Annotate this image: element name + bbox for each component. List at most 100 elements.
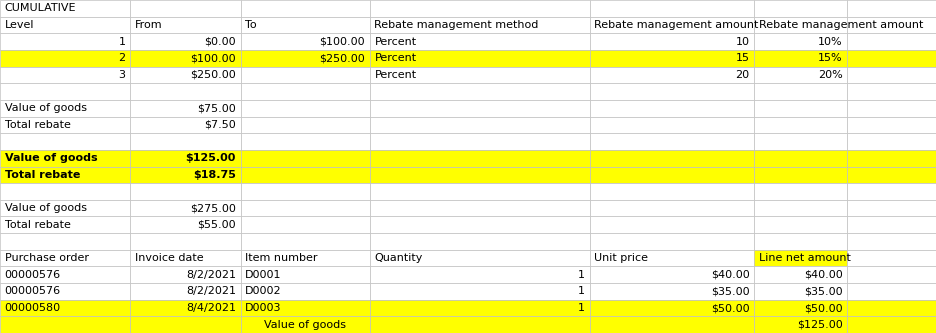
Bar: [370, 0, 590, 17]
Text: $275.00: $275.00: [190, 203, 236, 213]
Bar: [847, 150, 936, 166]
Text: Rebate management amount: Rebate management amount: [594, 20, 759, 30]
Bar: [130, 83, 241, 100]
Bar: [241, 216, 370, 233]
Bar: [370, 100, 590, 117]
Text: Unit price: Unit price: [594, 253, 649, 263]
Text: 20%: 20%: [818, 70, 842, 80]
Text: 10: 10: [736, 37, 750, 47]
Bar: [0, 316, 130, 333]
Text: To: To: [245, 20, 256, 30]
Bar: [130, 150, 241, 166]
Bar: [241, 133, 370, 150]
Bar: [370, 266, 590, 283]
Text: $100.00: $100.00: [319, 37, 365, 47]
Bar: [241, 250, 370, 266]
Text: $7.50: $7.50: [204, 120, 236, 130]
Bar: [847, 316, 936, 333]
Bar: [370, 166, 590, 183]
Bar: [847, 200, 936, 216]
Bar: [754, 117, 847, 133]
Bar: [754, 17, 847, 33]
Bar: [754, 316, 847, 333]
Bar: [590, 300, 754, 316]
Text: 1: 1: [578, 270, 585, 280]
Bar: [130, 200, 241, 216]
Text: Line net amount: Line net amount: [759, 253, 851, 263]
Text: $50.00: $50.00: [711, 303, 750, 313]
Bar: [370, 300, 590, 316]
Bar: [590, 216, 754, 233]
Bar: [754, 200, 847, 216]
Bar: [241, 117, 370, 133]
Bar: [130, 316, 241, 333]
Bar: [754, 50, 847, 67]
Bar: [0, 250, 130, 266]
Bar: [241, 233, 370, 250]
Bar: [847, 233, 936, 250]
Bar: [847, 83, 936, 100]
Bar: [754, 183, 847, 200]
Bar: [130, 117, 241, 133]
Text: Rebate management amount: Rebate management amount: [759, 20, 924, 30]
Bar: [847, 33, 936, 50]
Text: 3: 3: [119, 70, 125, 80]
Bar: [241, 266, 370, 283]
Text: 15: 15: [736, 53, 750, 63]
Bar: [590, 50, 754, 67]
Text: Value of goods: Value of goods: [5, 103, 87, 113]
Bar: [590, 17, 754, 33]
Bar: [130, 266, 241, 283]
Bar: [370, 250, 590, 266]
Bar: [130, 100, 241, 117]
Text: $75.00: $75.00: [197, 103, 236, 113]
Bar: [241, 300, 370, 316]
Bar: [590, 33, 754, 50]
Bar: [130, 233, 241, 250]
Bar: [0, 50, 130, 67]
Bar: [0, 117, 130, 133]
Text: $250.00: $250.00: [190, 70, 236, 80]
Text: Value of goods: Value of goods: [264, 320, 346, 330]
Bar: [370, 283, 590, 300]
Bar: [241, 33, 370, 50]
Bar: [241, 200, 370, 216]
Bar: [754, 83, 847, 100]
Bar: [130, 183, 241, 200]
Text: Percent: Percent: [374, 53, 417, 63]
Bar: [590, 200, 754, 216]
Bar: [590, 166, 754, 183]
Bar: [0, 183, 130, 200]
Bar: [370, 216, 590, 233]
Bar: [754, 166, 847, 183]
Bar: [847, 133, 936, 150]
Text: 1: 1: [578, 303, 585, 313]
Bar: [847, 0, 936, 17]
Text: Percent: Percent: [374, 70, 417, 80]
Text: From: From: [135, 20, 163, 30]
Bar: [0, 83, 130, 100]
Text: $125.00: $125.00: [797, 320, 842, 330]
Bar: [370, 83, 590, 100]
Bar: [0, 17, 130, 33]
Bar: [241, 316, 370, 333]
Text: 10%: 10%: [818, 37, 842, 47]
Text: 00000576: 00000576: [5, 286, 61, 296]
Bar: [0, 283, 130, 300]
Text: $18.75: $18.75: [193, 170, 236, 180]
Bar: [0, 67, 130, 83]
Bar: [847, 117, 936, 133]
Bar: [0, 100, 130, 117]
Text: $35.00: $35.00: [804, 286, 842, 296]
Text: Value of goods: Value of goods: [5, 153, 97, 163]
Bar: [130, 250, 241, 266]
Text: Value of goods: Value of goods: [5, 203, 87, 213]
Bar: [754, 250, 847, 266]
Bar: [0, 166, 130, 183]
Bar: [130, 300, 241, 316]
Bar: [590, 133, 754, 150]
Bar: [241, 100, 370, 117]
Bar: [130, 50, 241, 67]
Text: $250.00: $250.00: [319, 53, 365, 63]
Text: Level: Level: [5, 20, 35, 30]
